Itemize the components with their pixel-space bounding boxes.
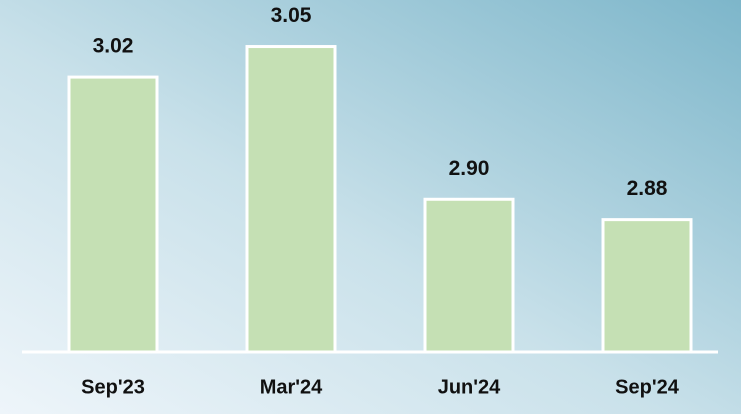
bar xyxy=(423,197,515,354)
x-tick-label: Sep'23 xyxy=(81,376,145,398)
data-label: 3.05 xyxy=(271,4,312,27)
data-label: 2.90 xyxy=(449,157,490,180)
x-tick-label: Jun'24 xyxy=(438,376,501,398)
x-tick-label: Sep'24 xyxy=(615,376,680,398)
x-tick-label: Mar'24 xyxy=(260,376,323,398)
data-label: 3.02 xyxy=(93,35,134,58)
bar xyxy=(245,45,337,354)
bar xyxy=(601,218,693,354)
bar xyxy=(67,75,159,354)
data-label: 2.88 xyxy=(627,177,668,200)
